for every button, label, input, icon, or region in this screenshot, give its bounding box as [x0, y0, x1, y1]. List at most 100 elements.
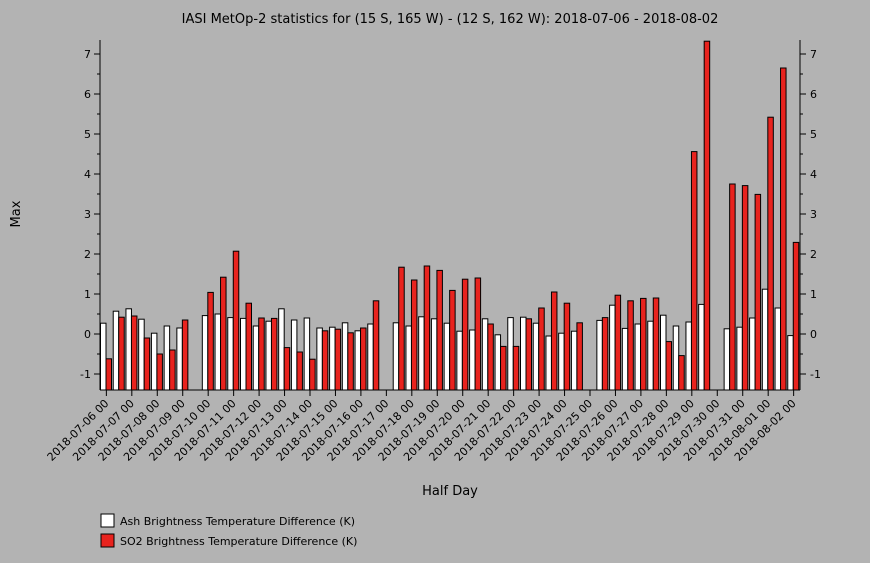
ash-bar — [774, 307, 782, 391]
ash-bar — [227, 317, 234, 391]
ash-bar — [252, 325, 260, 391]
so2-bar — [550, 291, 558, 391]
y-tick-label-right: 5 — [810, 128, 817, 141]
so2-bar — [372, 300, 380, 391]
y-tick-label-right: 4 — [810, 168, 817, 181]
ash-bar — [723, 328, 731, 391]
legend-label-ash: Ash Brightness Temperature Difference (K… — [120, 515, 355, 528]
bars — [100, 40, 800, 391]
so2-bar — [741, 185, 749, 391]
so2-bar — [309, 358, 316, 391]
so2-bar — [563, 302, 571, 391]
y-tick-label-left: 0 — [84, 328, 91, 341]
ash-bar — [736, 326, 743, 391]
y-tick-label-right: -1 — [810, 368, 821, 381]
y-tick-label-right: 1 — [810, 288, 817, 301]
ash-bar — [265, 320, 272, 391]
chart-title: IASI MetOp-2 statistics for (15 S, 165 W… — [182, 12, 719, 27]
ash-bar — [214, 313, 222, 391]
so2-bar — [576, 322, 583, 391]
ash-bar — [418, 316, 425, 391]
y-tick-label-right: 7 — [810, 48, 817, 61]
ash-bar — [660, 314, 667, 391]
so2-bar — [143, 337, 151, 391]
so2-bar — [169, 349, 176, 391]
y-tick-label-left: 2 — [84, 248, 91, 261]
ash-bar — [558, 332, 565, 391]
y-axis-label: Max — [9, 200, 24, 227]
so2-bar — [601, 317, 609, 391]
so2-bar — [487, 323, 494, 391]
so2-bar — [652, 297, 660, 391]
ash-bar — [570, 330, 578, 391]
ash-bar — [520, 316, 527, 391]
so2-bar — [283, 347, 291, 391]
ash-bar — [647, 320, 654, 391]
legend-label-so2: SO2 Brightness Temperature Difference (K… — [120, 535, 357, 548]
ash-bar — [303, 317, 311, 391]
ash-bar — [354, 330, 362, 391]
ash-bar — [341, 322, 349, 391]
ash-bar — [405, 325, 412, 391]
so2-bar — [690, 151, 698, 391]
so2-bar — [181, 319, 189, 391]
so2-bar — [360, 327, 367, 391]
so2-bar — [258, 317, 265, 391]
so2-bar — [410, 279, 418, 391]
legend-swatch-so2 — [100, 533, 115, 548]
y-tick-label-left: 4 — [84, 168, 91, 181]
ash-bar — [392, 322, 400, 391]
ash-bar — [240, 317, 247, 391]
ash-bar — [176, 327, 183, 391]
ash-bar — [698, 303, 705, 391]
so2-bar — [220, 276, 227, 391]
legend: Ash Brightness Temperature Difference (K… — [100, 513, 357, 548]
y-tick-label-left: 1 — [84, 288, 91, 301]
ash-bar — [507, 317, 514, 391]
ash-bar — [749, 317, 756, 391]
so2-bar — [334, 328, 342, 391]
so2-bar — [780, 67, 787, 391]
y-tick-label-left: 7 — [84, 48, 91, 61]
x-axis-label: Half Day — [422, 484, 478, 499]
ash-bar — [532, 322, 540, 391]
so2-bar — [436, 269, 443, 391]
ash-bar — [787, 335, 794, 391]
so2-bar — [678, 355, 685, 391]
ash-bar — [672, 325, 680, 391]
ash-bar — [112, 310, 120, 391]
so2-bar — [614, 294, 622, 391]
so2-bar — [449, 289, 456, 391]
so2-bar — [105, 358, 112, 391]
so2-bar — [398, 266, 405, 391]
ash-bar — [367, 323, 374, 391]
so2-bar — [729, 183, 736, 391]
ash-bar — [316, 327, 323, 391]
so2-bar — [627, 300, 634, 391]
so2-bar — [703, 40, 711, 391]
so2-bar — [118, 316, 125, 391]
so2-bar — [461, 278, 469, 391]
ash-bar — [278, 308, 285, 391]
so2-bar — [347, 332, 354, 391]
so2-bar — [423, 265, 431, 391]
so2-bar — [321, 330, 329, 391]
so2-bar — [245, 302, 252, 391]
y-tick-label-right: 3 — [810, 208, 817, 221]
ash-bar — [761, 288, 769, 391]
ash-bar — [125, 308, 132, 391]
legend-swatch-ash — [100, 513, 115, 528]
ash-bar — [138, 318, 145, 391]
so2-bar — [296, 351, 303, 391]
so2-bar — [232, 250, 240, 391]
ash-bar — [456, 330, 463, 391]
ash-bar — [430, 318, 438, 391]
ash-bar — [443, 322, 451, 391]
so2-bar — [525, 318, 532, 391]
ash-bar — [685, 321, 692, 391]
so2-bar — [665, 341, 672, 391]
ash-bar — [329, 326, 336, 391]
so2-bar — [474, 277, 482, 391]
y-tick-label-left: 5 — [84, 128, 91, 141]
